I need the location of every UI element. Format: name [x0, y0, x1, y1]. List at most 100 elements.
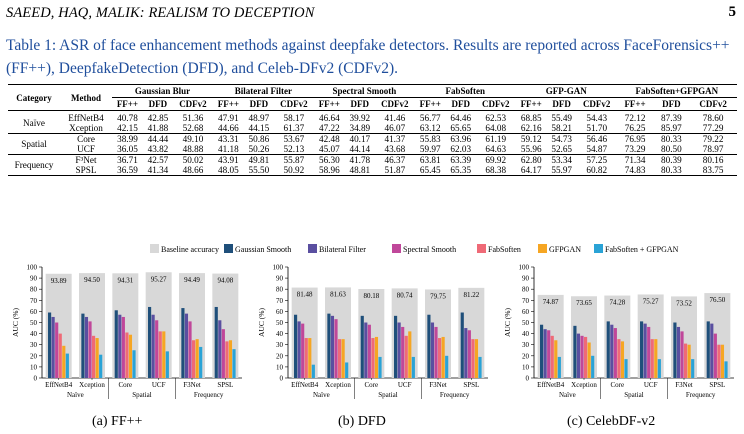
legend-entry: FabSoften	[477, 244, 521, 256]
y-tick-label: 50	[522, 319, 530, 327]
y-tick-label: 30	[276, 341, 284, 349]
subheader-cell: DFD	[546, 97, 577, 111]
value-cell: 85.97	[653, 123, 690, 134]
series-bar	[471, 339, 475, 378]
method-cell: F³Net	[75, 155, 97, 165]
category-cell: Spatial	[8, 133, 60, 155]
legend-swatch	[224, 244, 233, 253]
method-cell: SPSL	[60, 165, 112, 176]
y-tick-label: 0	[526, 375, 530, 383]
series-bar	[367, 324, 371, 378]
table-row: UCF 36.05 43.82 48.88 41.18 50.26 52.13 45.07 44…	[8, 144, 737, 155]
value-cell: 51.87	[374, 165, 415, 176]
y-tick-label: 70	[276, 297, 284, 305]
series-bar	[640, 321, 644, 378]
y-tick-label: 60	[276, 308, 284, 316]
series-bar	[338, 339, 342, 378]
subfigure-caption-c: (c) CelebDF-v2	[567, 414, 656, 429]
value-cell: 68.85	[520, 113, 542, 123]
value-cell: 80.33	[661, 134, 682, 144]
series-bar	[92, 335, 96, 378]
series-bar	[297, 321, 301, 378]
value-cell: 48.97	[248, 113, 270, 123]
baseline-value-label: 94.50	[84, 276, 100, 284]
series-bar	[706, 321, 710, 378]
series-bar	[221, 329, 225, 378]
series-bar	[378, 356, 382, 378]
series-bar	[118, 314, 122, 378]
value-cell: 41.18	[212, 144, 244, 155]
series-bar	[158, 331, 162, 378]
series-bar	[408, 331, 412, 378]
series-bar	[195, 339, 199, 378]
table-row: Spatial Core 38.99 44.44 49.10 43.31 50.86 53.6…	[8, 133, 737, 155]
series-bar	[691, 359, 695, 378]
value-cell: 50.26	[243, 144, 274, 155]
y-tick-label: 100	[273, 264, 284, 272]
series-bar	[294, 314, 298, 378]
value-cell: 42.85	[147, 113, 169, 123]
value-cell: 51.36	[182, 113, 204, 123]
y-tick-label: 90	[276, 275, 284, 283]
value-cell: 54.87	[576, 144, 617, 155]
series-bar	[218, 320, 222, 378]
baseline-value-label: 95.27	[151, 275, 167, 283]
value-cell: 68.38	[475, 165, 516, 176]
value-cell: 71.34	[624, 155, 646, 165]
baseline-value-label: 74.28	[609, 299, 625, 307]
series-bar	[710, 323, 714, 378]
series-bar	[228, 340, 233, 378]
value-cell: 50.92	[273, 165, 314, 176]
running-title: SAEED, HAQ, MALIK: REALISM TO DECEPTION	[6, 5, 315, 21]
y-tick-label: 20	[522, 352, 530, 360]
value-cell: 45.07	[313, 144, 345, 155]
series-bar	[580, 335, 584, 378]
value-cell: 62.53	[485, 113, 507, 123]
value-cell: 63.81	[419, 155, 441, 165]
legend-swatch	[477, 244, 486, 253]
series-bar	[460, 312, 464, 378]
value-cell: 56.30	[318, 155, 340, 165]
y-tick-label: 0	[34, 375, 38, 383]
series-bar	[624, 359, 628, 378]
series-bar	[713, 333, 717, 378]
y-tick-label: 70	[522, 297, 530, 305]
value-cell: 61.37	[273, 123, 314, 134]
subheader-cell: CDFv2	[374, 97, 415, 111]
y-axis-label: AUC (%)	[503, 308, 512, 337]
value-cell: 64.46	[450, 113, 472, 123]
series-bar	[371, 338, 375, 378]
group-label: Naïve	[67, 391, 84, 399]
series-bar	[65, 353, 69, 378]
series-bar	[125, 332, 129, 378]
value-cell: 63.12	[414, 123, 446, 134]
y-tick-label: 80	[276, 286, 284, 294]
method-cell: Xception	[60, 123, 112, 134]
value-cell: 80.16	[702, 155, 724, 165]
value-cell: 49.81	[248, 155, 270, 165]
series-bar	[467, 330, 471, 378]
value-cell: 65.35	[445, 165, 476, 176]
group-label: Spatial	[132, 391, 151, 399]
table-subheader-row: FF++ DFD CDFv2 FF++ DFD CDFv2 FF++ DFD CDFv2 FF++…	[8, 97, 737, 111]
series-bar	[464, 328, 468, 378]
series-bar	[550, 335, 554, 378]
series-bar	[430, 322, 435, 378]
header-group: Gaussian Blur	[112, 84, 213, 98]
series-bar	[95, 338, 99, 378]
series-bar	[620, 341, 625, 378]
series-bar	[584, 336, 588, 378]
y-tick-label: 40	[30, 330, 38, 338]
x-tick-label: F3Net	[183, 381, 201, 389]
series-bar	[543, 329, 547, 378]
series-bar	[58, 333, 62, 378]
series-bar	[51, 316, 55, 378]
value-cell: 36.05	[112, 144, 143, 155]
method-cell: EffNetB4	[68, 113, 104, 123]
value-cell: 39.92	[349, 113, 371, 123]
value-cell: 65.45	[414, 165, 446, 176]
x-tick-label: SPSL	[709, 381, 725, 389]
value-cell: 59.12	[520, 134, 542, 144]
value-cell: 48.81	[344, 165, 375, 176]
value-cell: 44.15	[243, 123, 274, 134]
